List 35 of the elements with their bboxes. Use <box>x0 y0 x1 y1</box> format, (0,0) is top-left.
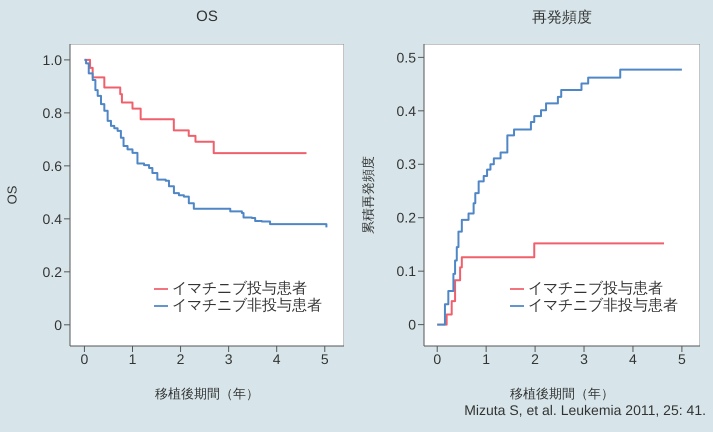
legend-label: イマチニブ投与患者 <box>172 280 307 297</box>
x-tick-label: 5 <box>320 350 329 367</box>
y-tick-label: 0.4 <box>42 210 62 227</box>
y-tick-label: 0.2 <box>396 210 416 226</box>
y-tick-label: 1.0 <box>42 52 62 68</box>
x-tick-label: 0 <box>80 350 89 367</box>
x-axis-title: 移植後期間（年） <box>510 386 614 401</box>
y-tick-label: 0 <box>54 316 62 333</box>
x-tick-label: 1 <box>482 350 490 367</box>
y-tick-label: 0.2 <box>42 264 62 280</box>
y-tick-label: 0.4 <box>396 102 416 119</box>
text: Mizuta S, et al. Leukemia 2011, 25: 41. <box>464 402 706 418</box>
legend-label: イマチニブ非投与患者 <box>172 297 322 314</box>
x-tick-label: 0 <box>433 350 442 367</box>
y-axis-title: 累積再発頻度 <box>360 156 376 234</box>
x-tick-label: 3 <box>580 350 588 367</box>
y-tick-label: 0.1 <box>396 263 416 280</box>
chart-title: OS <box>195 8 219 25</box>
y-tick-label: 0.5 <box>396 49 416 66</box>
x-tick-label: 4 <box>272 350 281 367</box>
y-tick-label: 0.3 <box>396 156 416 172</box>
x-tick-label: 4 <box>629 350 638 367</box>
x-tick-label: 2 <box>531 350 540 367</box>
x-axis-title: 移植後期間（年） <box>155 386 259 401</box>
legend-label: イマチニブ投与患者 <box>528 280 663 297</box>
x-tick-label: 2 <box>176 350 185 367</box>
legend-label: イマチニブ非投与患者 <box>528 297 678 314</box>
y-tick-label: 0.6 <box>42 158 62 174</box>
x-tick-label: 5 <box>678 350 686 367</box>
y-axis-title: OS <box>4 185 20 204</box>
y-tick-label: 0.8 <box>42 104 62 121</box>
y-tick-label: 0 <box>408 316 416 333</box>
chart-title: 再発頻度 <box>531 8 593 27</box>
x-tick-label: 1 <box>128 350 137 367</box>
x-tick-label: 3 <box>224 350 233 367</box>
